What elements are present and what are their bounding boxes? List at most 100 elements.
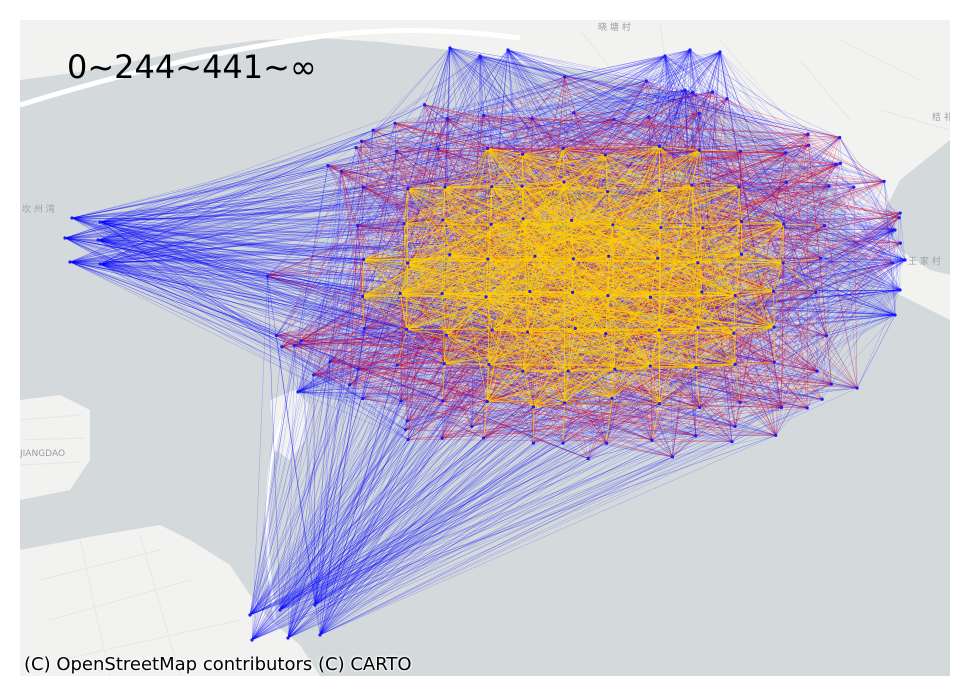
network-edge <box>357 148 488 226</box>
network-edge <box>444 51 721 188</box>
network-edge <box>249 263 408 616</box>
network-edge <box>532 55 666 119</box>
network-node <box>563 401 567 405</box>
network-node <box>604 332 608 336</box>
network-edge <box>613 119 906 261</box>
network-edge <box>99 119 614 223</box>
network-edge <box>97 239 673 458</box>
network-edge <box>251 328 576 641</box>
network-edge <box>588 361 775 459</box>
network-edge <box>279 171 342 611</box>
network-edge <box>69 254 742 263</box>
network-edge <box>783 262 901 291</box>
network-edge <box>99 263 660 404</box>
network-node <box>318 633 322 637</box>
network-edge <box>731 407 808 442</box>
network-edge <box>297 391 741 403</box>
network-edge <box>437 119 614 149</box>
network-edge <box>362 293 401 399</box>
network-node <box>772 360 776 364</box>
network-edge <box>287 335 827 639</box>
network-edge <box>64 118 533 239</box>
network-edge <box>329 55 481 362</box>
network-edge <box>97 239 565 404</box>
network-edge <box>314 187 364 606</box>
network-edge <box>824 225 832 385</box>
place-label: 王 家 村 <box>908 255 941 267</box>
network-edge <box>71 165 328 219</box>
network-node <box>663 54 667 58</box>
network-edge <box>659 229 896 404</box>
network-edge <box>64 116 649 239</box>
network-edge <box>71 217 489 365</box>
network-edge <box>99 119 614 223</box>
network-edge <box>267 276 281 611</box>
network-node <box>520 184 524 188</box>
network-edge <box>695 51 721 368</box>
network-edge <box>786 182 896 231</box>
network-edge <box>532 49 691 119</box>
network-edge <box>808 145 858 389</box>
network-edge <box>773 217 900 328</box>
network-edge <box>251 333 734 641</box>
network-edge <box>313 55 666 376</box>
network-edge <box>444 49 509 188</box>
network-edge <box>394 122 564 149</box>
network-edge <box>672 229 896 458</box>
network-edge <box>507 49 523 187</box>
network-edge <box>99 221 406 430</box>
network-edge <box>738 145 809 188</box>
network-edge <box>319 407 782 636</box>
network-edge <box>69 261 295 346</box>
network-node <box>521 369 525 373</box>
network-edge <box>97 115 484 241</box>
network-edge <box>287 402 741 639</box>
network-edge <box>479 55 565 78</box>
network-edge <box>251 262 893 641</box>
network-edge <box>99 263 359 370</box>
network-edge <box>719 51 836 165</box>
network-edge <box>71 217 365 329</box>
network-node <box>448 46 452 50</box>
network-edge <box>699 51 721 114</box>
network-edge <box>588 229 896 459</box>
network-node <box>361 396 365 401</box>
network-edge <box>314 217 900 606</box>
network-edge <box>64 237 295 346</box>
land-south-port <box>20 525 320 676</box>
network-edge <box>648 89 686 118</box>
network-edge <box>816 229 896 372</box>
network-edge <box>479 55 840 138</box>
network-edge <box>712 91 854 188</box>
network-edge <box>249 435 696 616</box>
network-edge <box>99 263 589 459</box>
network-edge <box>314 364 490 606</box>
network-edge <box>396 89 686 152</box>
network-edge <box>892 262 896 316</box>
network-edge <box>97 239 736 427</box>
network-edge <box>314 328 576 606</box>
network-edge <box>69 259 364 263</box>
network-edge <box>479 55 841 164</box>
network-edge <box>712 91 854 188</box>
network-edge <box>64 133 809 239</box>
network-edge <box>726 98 827 336</box>
network-edge <box>251 442 534 641</box>
network-edge <box>613 119 901 291</box>
network-edge <box>71 217 488 260</box>
network-edge <box>396 55 481 152</box>
network-edge <box>69 80 647 263</box>
network-edge <box>279 259 364 611</box>
network-edge <box>449 47 565 183</box>
network-edge <box>522 49 691 372</box>
network-edge <box>532 118 841 164</box>
network-edge <box>883 181 896 316</box>
network-edge <box>64 237 576 329</box>
network-edge <box>900 243 906 261</box>
network-node <box>805 406 809 410</box>
network-edge <box>449 47 885 182</box>
network-edge <box>361 49 691 142</box>
network-edge <box>71 217 398 366</box>
map-frame[interactable]: 晓 塘 村 桔 祁 坎 州 湾 王 家 村 JIANGDAO 0~244~441… <box>20 20 950 676</box>
network-edge <box>731 259 906 442</box>
